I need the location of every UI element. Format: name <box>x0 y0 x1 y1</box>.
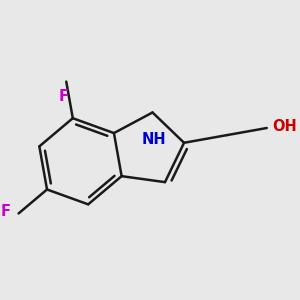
Text: F: F <box>58 89 68 104</box>
Text: OH: OH <box>272 119 297 134</box>
Text: NH: NH <box>142 131 167 146</box>
Text: F: F <box>1 204 11 219</box>
